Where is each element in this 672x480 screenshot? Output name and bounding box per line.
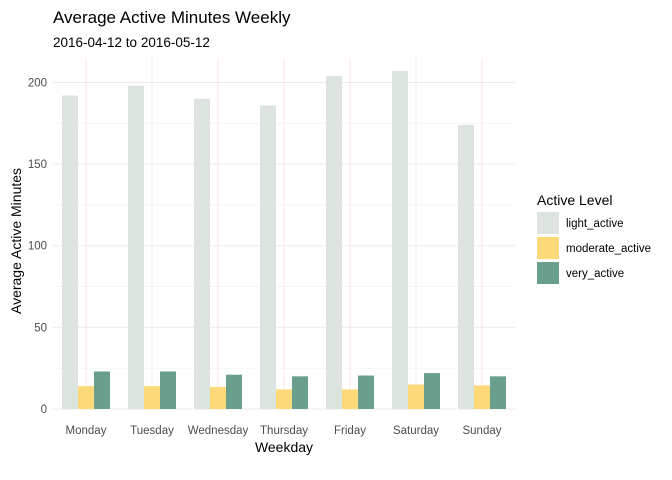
bar-light_active-thursday xyxy=(260,105,276,410)
bar-moderate_active-friday xyxy=(342,389,358,409)
bar-light_active-sunday xyxy=(458,124,474,410)
x-tick-label: Thursday xyxy=(260,425,308,437)
legend-title: Active Level xyxy=(537,192,612,208)
bar-very_active-wednesday xyxy=(226,374,242,409)
bar-very_active-friday xyxy=(358,375,374,409)
bar-light_active-monday xyxy=(62,95,78,410)
y-tick-label: 0 xyxy=(41,404,47,416)
x-axis-ticks: Monday Tuesday Wednesday Thursday Friday Satu… xyxy=(66,425,502,437)
bar-very_active-thursday xyxy=(292,376,308,409)
legend-label-moderate_active: moderate_active xyxy=(566,243,651,255)
legend-swatch-very_active xyxy=(537,262,559,284)
chart-subtitle: 2016-04-12 to 2016-05-12 xyxy=(53,35,210,50)
x-tick-label: Sunday xyxy=(462,425,501,437)
bar-light_active-saturday xyxy=(392,71,408,410)
y-axis-ticks: 0 50 100 150 200 xyxy=(28,77,47,416)
legend-label-very_active: very_active xyxy=(566,268,624,280)
bar-light_active-wednesday xyxy=(194,98,210,409)
y-tick-label: 100 xyxy=(28,241,47,253)
bar-moderate_active-tuesday xyxy=(144,386,160,409)
y-tick-label: 200 xyxy=(28,77,47,89)
bar-moderate_active-wednesday xyxy=(210,386,226,409)
bar-very_active-monday xyxy=(94,371,110,409)
x-tick-label: Wednesday xyxy=(188,425,249,437)
gridlines xyxy=(53,58,515,410)
x-tick-label: Monday xyxy=(66,425,107,437)
x-tick-label: Saturday xyxy=(393,425,439,437)
bar-very_active-sunday xyxy=(490,376,506,409)
legend-items: light_active moderate_active very_active xyxy=(537,212,651,284)
bar-moderate_active-monday xyxy=(78,386,94,409)
bar-light_active-tuesday xyxy=(128,85,144,410)
bar-very_active-saturday xyxy=(424,373,440,409)
legend-label-light_active: light_active xyxy=(566,218,624,230)
chart-title: Average Active Minutes Weekly xyxy=(53,8,291,27)
legend-swatch-moderate_active xyxy=(537,237,559,259)
legend-swatch-light_active xyxy=(537,212,559,234)
y-axis-title: Average Active Minutes xyxy=(8,168,24,314)
bar-moderate_active-thursday xyxy=(276,389,292,409)
bar-very_active-tuesday xyxy=(160,371,176,409)
x-tick-label: Tuesday xyxy=(130,425,174,437)
x-axis-title: Weekday xyxy=(255,439,313,455)
y-tick-label: 150 xyxy=(28,159,47,171)
y-tick-label: 50 xyxy=(34,322,47,334)
bar-moderate_active-saturday xyxy=(408,384,424,409)
legend: Active Level light_active moderate_active… xyxy=(537,192,651,284)
bar-light_active-friday xyxy=(326,75,342,410)
bars xyxy=(62,71,506,410)
bar-moderate_active-sunday xyxy=(474,385,490,409)
x-tick-label: Friday xyxy=(334,425,366,437)
